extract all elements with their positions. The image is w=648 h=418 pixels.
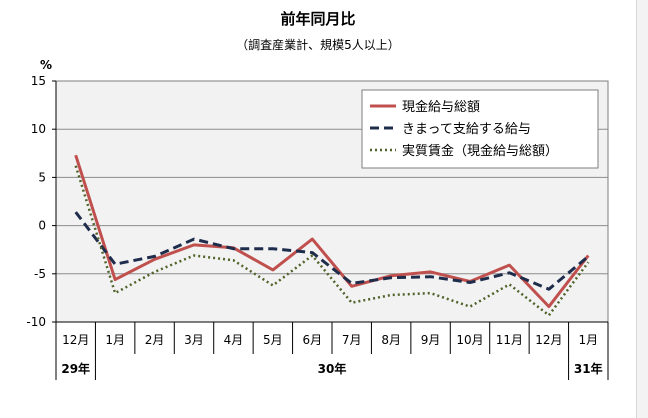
- window-edge: [636, 0, 648, 418]
- x-tick-label: 8月: [381, 333, 401, 347]
- x-tick-label: 6月: [302, 333, 322, 347]
- x-tick-label: 12月: [62, 333, 89, 347]
- legend-box: [361, 89, 599, 169]
- x-tick-label: 11月: [496, 333, 523, 347]
- x-tick-label: 1月: [578, 333, 598, 347]
- y-tick-label: -5: [34, 267, 46, 281]
- series-line-1: [74, 154, 590, 309]
- legend-label: きまって支給する給与: [402, 122, 531, 137]
- series-line-2: [74, 211, 590, 291]
- y-tick-label: 15: [31, 74, 46, 88]
- y-tick-label: 10: [31, 122, 46, 136]
- legend-label: 実質賃金（現金給与総額）: [402, 143, 558, 159]
- year-label: 31年: [574, 361, 603, 376]
- year-label: 29年: [61, 361, 90, 376]
- y-tick-label: 0: [38, 219, 46, 233]
- y-unit-label: %: [40, 58, 53, 72]
- x-tick-label: 12月: [535, 333, 562, 347]
- x-tick-label: 3月: [184, 333, 204, 347]
- x-tick-label: 1月: [105, 333, 125, 347]
- legend-label: 現金給与総額: [402, 99, 480, 115]
- chart-title: 前年同月比: [280, 10, 356, 28]
- x-tick-label: 4月: [224, 333, 244, 347]
- y-tick-label: -10: [26, 315, 46, 329]
- x-tick-label: 5月: [263, 333, 283, 347]
- x-tick-label: 7月: [342, 333, 362, 347]
- year-label: 30年: [318, 361, 347, 376]
- x-tick-label: 10月: [456, 333, 483, 347]
- chart-subtitle: （調査産業計、規模5人以上）: [236, 38, 400, 52]
- x-tick-label: 2月: [145, 333, 165, 347]
- x-tick-label: 9月: [421, 333, 441, 347]
- y-tick-label: 5: [38, 170, 46, 184]
- series-line-3: [74, 165, 590, 317]
